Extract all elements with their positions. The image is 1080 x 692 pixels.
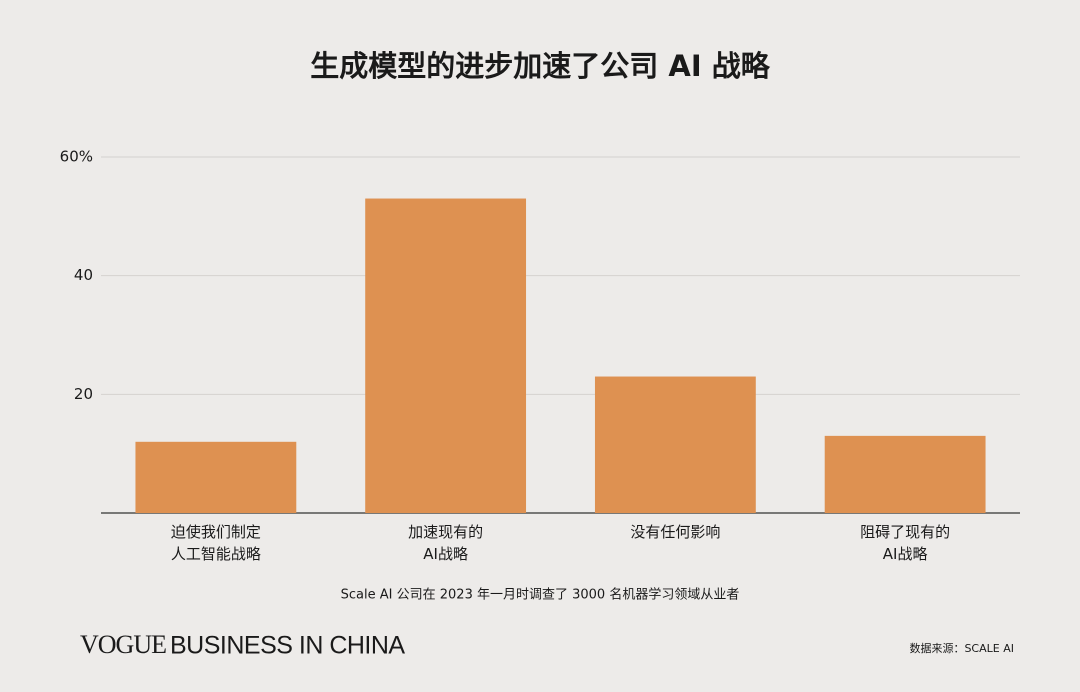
- bar: [135, 441, 297, 513]
- source: 数据来源：SCALE AI: [909, 641, 1014, 655]
- brand-sans: BUSINESS IN CHINA: [170, 632, 405, 660]
- x-tick-label: 没有任何影响: [630, 523, 721, 541]
- y-tick-label: 40: [74, 266, 93, 284]
- bar: [824, 435, 986, 513]
- brand-serif: VOGUE: [80, 630, 166, 659]
- x-tick-label: 阻碍了现有的 AI战略: [860, 523, 951, 563]
- x-tick-label: 加速现有的 AI战略: [408, 523, 484, 563]
- note: Scale AI 公司在 2023 年一月时调查了 3000 名机器学习领域从业…: [341, 587, 740, 603]
- x-tick-label: 迫使我们制定 人工智能战略: [170, 523, 261, 563]
- bar: [365, 198, 527, 514]
- y-tick-label: 60%: [60, 148, 93, 166]
- bar: [594, 376, 756, 513]
- chart-title: 生成模型的进步加速了公司 AI 战略: [310, 49, 770, 83]
- y-tick-label: 20: [74, 385, 93, 403]
